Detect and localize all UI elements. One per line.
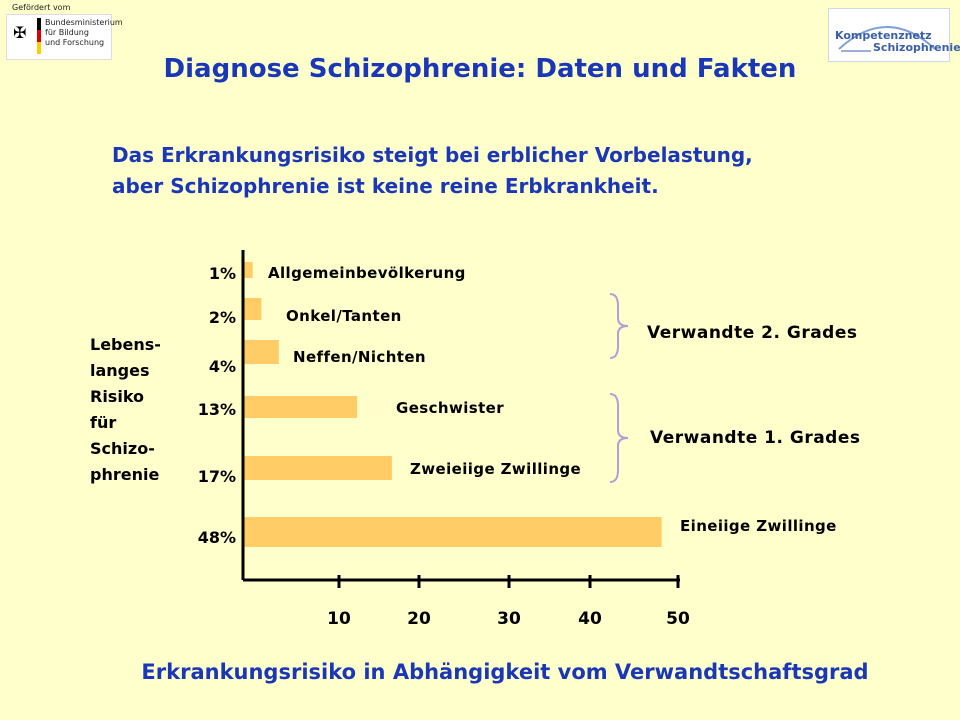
sponsor-prefix: Gefördert vom — [12, 3, 71, 12]
category-label: Eineiige Zwillinge — [680, 517, 837, 535]
y-label-line: Risiko — [90, 387, 145, 406]
bar-value-label: 48% — [198, 528, 236, 547]
category-label: Onkel/Tanten — [286, 307, 402, 325]
ministry-name: Bundesministerium für Bildung und Forsch… — [45, 18, 123, 48]
y-label-line: für — [90, 413, 117, 432]
eagle-icon: ✠ — [13, 23, 27, 42]
bar — [244, 396, 358, 418]
logo-arc-icon — [838, 26, 936, 52]
bar-value-label: 13% — [198, 400, 236, 419]
bar-value-label: 4% — [209, 357, 236, 376]
y-axis-label: Lebens- langes Risiko für Schizo- phreni… — [90, 332, 161, 488]
x-tick-label: 30 — [497, 609, 521, 629]
subtitle-line: aber Schizophrenie ist keine reine Erbkr… — [112, 174, 659, 198]
bracket-second-degree — [609, 293, 629, 359]
ministry-logo: ✠ Bundesministerium für Bildung und Fors… — [6, 14, 123, 60]
logo-line2: Schizophrenie — [873, 41, 960, 54]
chart-caption: Erkrankungsrisiko in Abhängigkeit vom Ve… — [141, 660, 869, 684]
page-title: Diagnose Schizophrenie: Daten und Fakten — [163, 54, 797, 84]
x-tick-label: 20 — [407, 609, 431, 629]
group-label-first-degree: Verwandte 1. Grades — [650, 428, 861, 448]
bar — [244, 517, 662, 547]
bar — [244, 262, 253, 278]
x-tick-label: 40 — [578, 609, 602, 629]
subtitle: Das Erkrankungsrisiko steigt bei erblich… — [112, 140, 753, 202]
kompetenznetz-logo: Kompetenznetz Schizophrenie — [828, 8, 960, 62]
flag-icon — [37, 18, 41, 54]
bar — [244, 456, 392, 480]
y-label-line: langes — [90, 361, 150, 380]
bar-value-label: 17% — [198, 467, 236, 486]
y-label-line: phrenie — [90, 465, 160, 484]
ministry-line: Bundesministerium — [45, 18, 123, 27]
category-label: Geschwister — [396, 399, 504, 417]
bar — [244, 298, 262, 320]
ministry-line: und Forschung — [45, 38, 105, 47]
category-label: Neffen/Nichten — [293, 348, 426, 366]
y-label-line: Lebens- — [90, 335, 161, 354]
bracket-first-degree — [609, 393, 629, 483]
category-label: Zweieiige Zwillinge — [410, 460, 581, 478]
bar — [244, 340, 279, 364]
bar-value-label: 1% — [209, 264, 236, 283]
x-tick-label: 10 — [327, 609, 351, 629]
category-label: Allgemeinbevölkerung — [268, 264, 466, 282]
y-label-line: Schizo- — [90, 439, 155, 458]
logo-line1: Kompetenznetz — [835, 29, 932, 42]
ministry-line: für Bildung — [45, 28, 89, 37]
bar-value-label: 2% — [209, 308, 236, 327]
x-tick-label: 50 — [666, 609, 690, 629]
subtitle-line: Das Erkrankungsrisiko steigt bei erblich… — [112, 143, 753, 167]
group-label-second-degree: Verwandte 2. Grades — [647, 323, 858, 343]
